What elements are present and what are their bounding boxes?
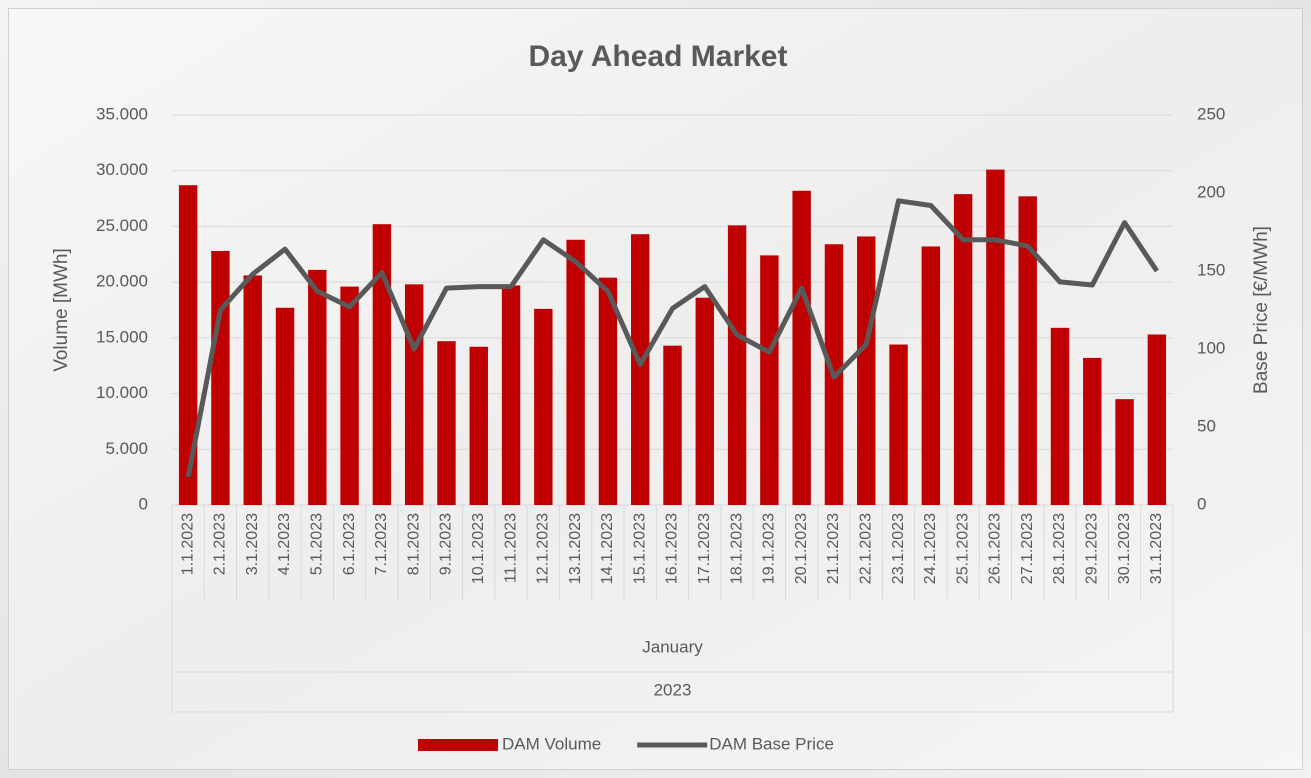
- bar: [211, 251, 229, 505]
- x-tick-label: 8.1.2023: [405, 513, 422, 575]
- x-tick-label: 21.1.2023: [825, 513, 842, 584]
- legend-label: DAM Base Price: [709, 734, 834, 753]
- y2-tick-label: 150: [1197, 260, 1225, 279]
- y2-axis-title: Base Price [€/MWh]: [1251, 226, 1272, 394]
- x-tick-label: 7.1.2023: [373, 513, 390, 575]
- category-group-label: 2023: [654, 680, 692, 699]
- y2-tick-label: 200: [1197, 182, 1225, 201]
- bar: [889, 345, 907, 505]
- x-tick-label: 2.1.2023: [212, 513, 229, 575]
- y2-tick-label: 0: [1197, 494, 1206, 513]
- bar: [792, 191, 810, 505]
- x-tick-label: 11.1.2023: [502, 513, 519, 583]
- y-tick-label: 10.000: [96, 383, 148, 402]
- x-tick-label: 4.1.2023: [276, 513, 293, 575]
- x-tick-label: 29.1.2023: [1083, 513, 1100, 584]
- x-tick-label: 26.1.2023: [987, 513, 1004, 584]
- bar: [1051, 328, 1069, 505]
- x-tick-label: 27.1.2023: [1019, 513, 1036, 584]
- x-tick-label: 24.1.2023: [922, 513, 939, 584]
- bar: [1115, 399, 1133, 505]
- chart-title: Day Ahead Market: [529, 40, 788, 73]
- bar: [437, 341, 455, 505]
- x-tick-label: 1.1.2023: [179, 513, 196, 575]
- x-tick-label: 15.1.2023: [631, 513, 648, 584]
- bar: [922, 246, 940, 505]
- y-tick-label: 5.000: [105, 439, 148, 458]
- x-tick-label: 10.1.2023: [470, 513, 487, 584]
- x-tick-label: 5.1.2023: [309, 513, 326, 575]
- x-tick-label: 20.1.2023: [793, 513, 810, 584]
- chart: Day Ahead Market Volume [MWh] Base Price…: [0, 0, 1311, 778]
- legend-swatch: [418, 739, 498, 751]
- bar: [276, 308, 294, 505]
- bar: [244, 275, 262, 505]
- bar: [502, 285, 520, 505]
- x-tick-label: 17.1.2023: [696, 513, 713, 584]
- x-tick-label: 25.1.2023: [954, 513, 971, 584]
- bar: [179, 185, 197, 505]
- y-tick-label: 25.000: [96, 216, 148, 235]
- bar: [405, 284, 423, 505]
- bar: [534, 309, 552, 505]
- bar: [1148, 335, 1166, 505]
- bar: [470, 347, 488, 505]
- x-tick-label: 22.1.2023: [857, 513, 874, 584]
- y2-tick-label: 50: [1197, 416, 1216, 435]
- bar: [566, 240, 584, 505]
- y-axis-title: Volume [MWh]: [51, 248, 72, 372]
- x-tick-label: 9.1.2023: [438, 513, 455, 575]
- x-tick-label: 30.1.2023: [1116, 513, 1133, 584]
- x-tick-label: 18.1.2023: [728, 513, 745, 584]
- page: Day Ahead Market Volume [MWh] Base Price…: [0, 0, 1311, 778]
- bar: [663, 346, 681, 505]
- x-tick-label: 16.1.2023: [664, 513, 681, 584]
- x-tick-label: 12.1.2023: [535, 513, 552, 584]
- x-tick-label: 13.1.2023: [567, 513, 584, 584]
- bar: [1083, 358, 1101, 505]
- bar: [760, 255, 778, 505]
- y2-tick-label: 100: [1197, 338, 1225, 357]
- y-tick-label: 15.000: [96, 327, 148, 346]
- x-tick-label: 23.1.2023: [890, 513, 907, 584]
- x-tick-label: 14.1.2023: [599, 513, 616, 584]
- x-tick-label: 6.1.2023: [341, 513, 358, 575]
- bar: [986, 170, 1004, 505]
- y-tick-label: 35.000: [96, 104, 148, 123]
- legend-label: DAM Volume: [502, 734, 601, 753]
- x-tick-label: 19.1.2023: [761, 513, 778, 584]
- bar: [340, 287, 358, 505]
- x-tick-label: 31.1.2023: [1148, 513, 1165, 584]
- x-tick-label: 3.1.2023: [244, 513, 261, 575]
- y-tick-label: 20.000: [96, 272, 148, 291]
- y-tick-label: 0: [139, 494, 148, 513]
- bar: [728, 225, 746, 505]
- category-group-label: January: [642, 637, 703, 656]
- x-tick-label: 28.1.2023: [1051, 513, 1068, 584]
- bar: [308, 270, 326, 505]
- y-tick-label: 30.000: [96, 160, 148, 179]
- bar: [857, 236, 875, 505]
- bar: [631, 234, 649, 505]
- bar: [373, 224, 391, 505]
- bar: [696, 298, 714, 505]
- y2-tick-label: 250: [1197, 104, 1225, 123]
